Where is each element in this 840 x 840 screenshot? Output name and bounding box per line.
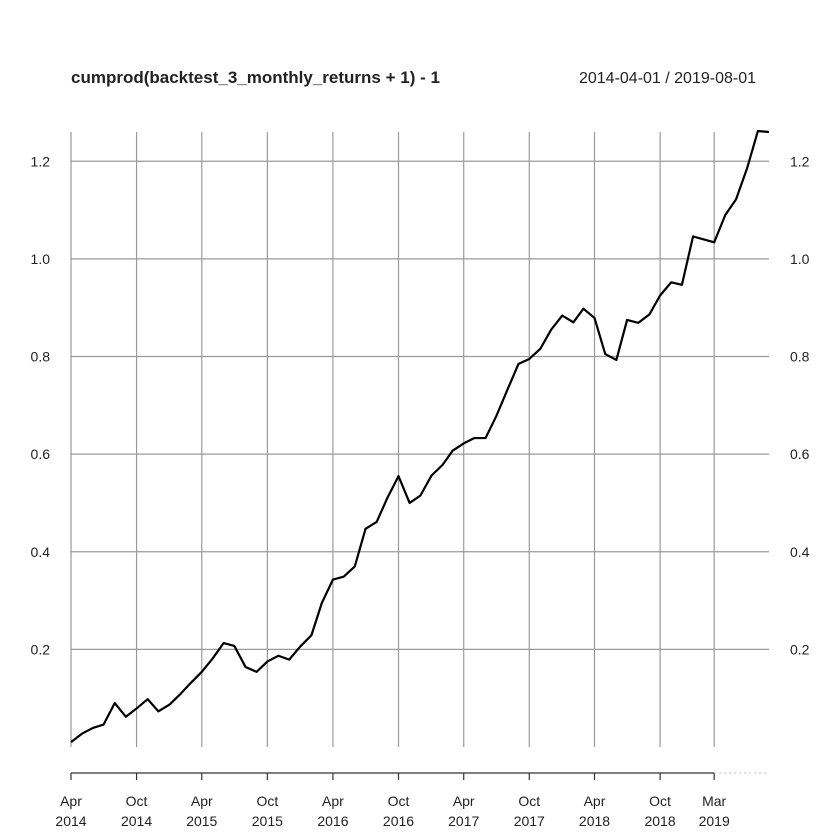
date-range-label: 2014-04-01 / 2019-08-01 (579, 70, 756, 87)
y-tick-label-left: 1.0 (31, 251, 51, 267)
x-tick-label-month: Oct (256, 793, 278, 809)
y-tick-label-left: 0.4 (31, 544, 51, 560)
x-tick-label-year: 2019 (699, 813, 730, 829)
series-layer (70, 129, 770, 743)
x-tick-label-month: Oct (649, 793, 671, 809)
y-tick-label-right: 0.2 (790, 641, 810, 657)
series-line (70, 129, 770, 743)
x-tick-label-month: Apr (60, 793, 82, 809)
gridlines (70, 132, 769, 747)
y-tick-label-left: 0.2 (31, 641, 51, 657)
x-tick-label-month: Oct (126, 793, 148, 809)
x-tick-label-year: 2016 (317, 813, 348, 829)
chart-title: cumprod(backtest_3_monthly_returns + 1) … (71, 68, 440, 87)
x-tick-label-month: Oct (518, 793, 540, 809)
x-tick-label-year: 2018 (644, 813, 675, 829)
x-tick-label-year: 2015 (252, 813, 283, 829)
y-tick-label-right: 1.0 (790, 251, 810, 267)
x-axis-tick-labels: Apr 2014 Oct 2014 Apr 2015 Oct 2015 Apr 2016 Oct 20… (55, 773, 730, 829)
y-tick-label-left: 0.8 (31, 349, 51, 365)
x-tick-label-month: Apr (453, 793, 475, 809)
y-tick-label-right: 1.2 (790, 153, 810, 169)
x-tick-label-year: 2014 (55, 813, 86, 829)
x-tick-label-month: Apr (191, 793, 213, 809)
x-tick-label-month: Oct (388, 793, 410, 809)
y-axis-tick-labels: 0.2 0.2 0.4 0.4 0.6 0.6 0.8 0.8 1.0 1.0 1.2 1.2 (31, 153, 810, 657)
y-tick-label-right: 0.8 (790, 349, 810, 365)
y-tick-label-left: 1.2 (31, 153, 51, 169)
y-tick-label-right: 0.4 (790, 544, 810, 560)
x-tick-label-year: 2017 (448, 813, 479, 829)
x-tick-label-month: Apr (322, 793, 344, 809)
y-tick-label-right: 0.6 (790, 446, 810, 462)
x-tick-label-month: Apr (584, 793, 606, 809)
x-tick-label-month: Mar (702, 793, 726, 809)
x-tick-label-year: 2014 (121, 813, 152, 829)
x-tick-label-year: 2015 (186, 813, 217, 829)
y-tick-label-left: 0.6 (31, 446, 51, 462)
x-tick-label-year: 2018 (579, 813, 610, 829)
x-tick-label-year: 2017 (514, 813, 545, 829)
x-tick-label-year: 2016 (383, 813, 414, 829)
